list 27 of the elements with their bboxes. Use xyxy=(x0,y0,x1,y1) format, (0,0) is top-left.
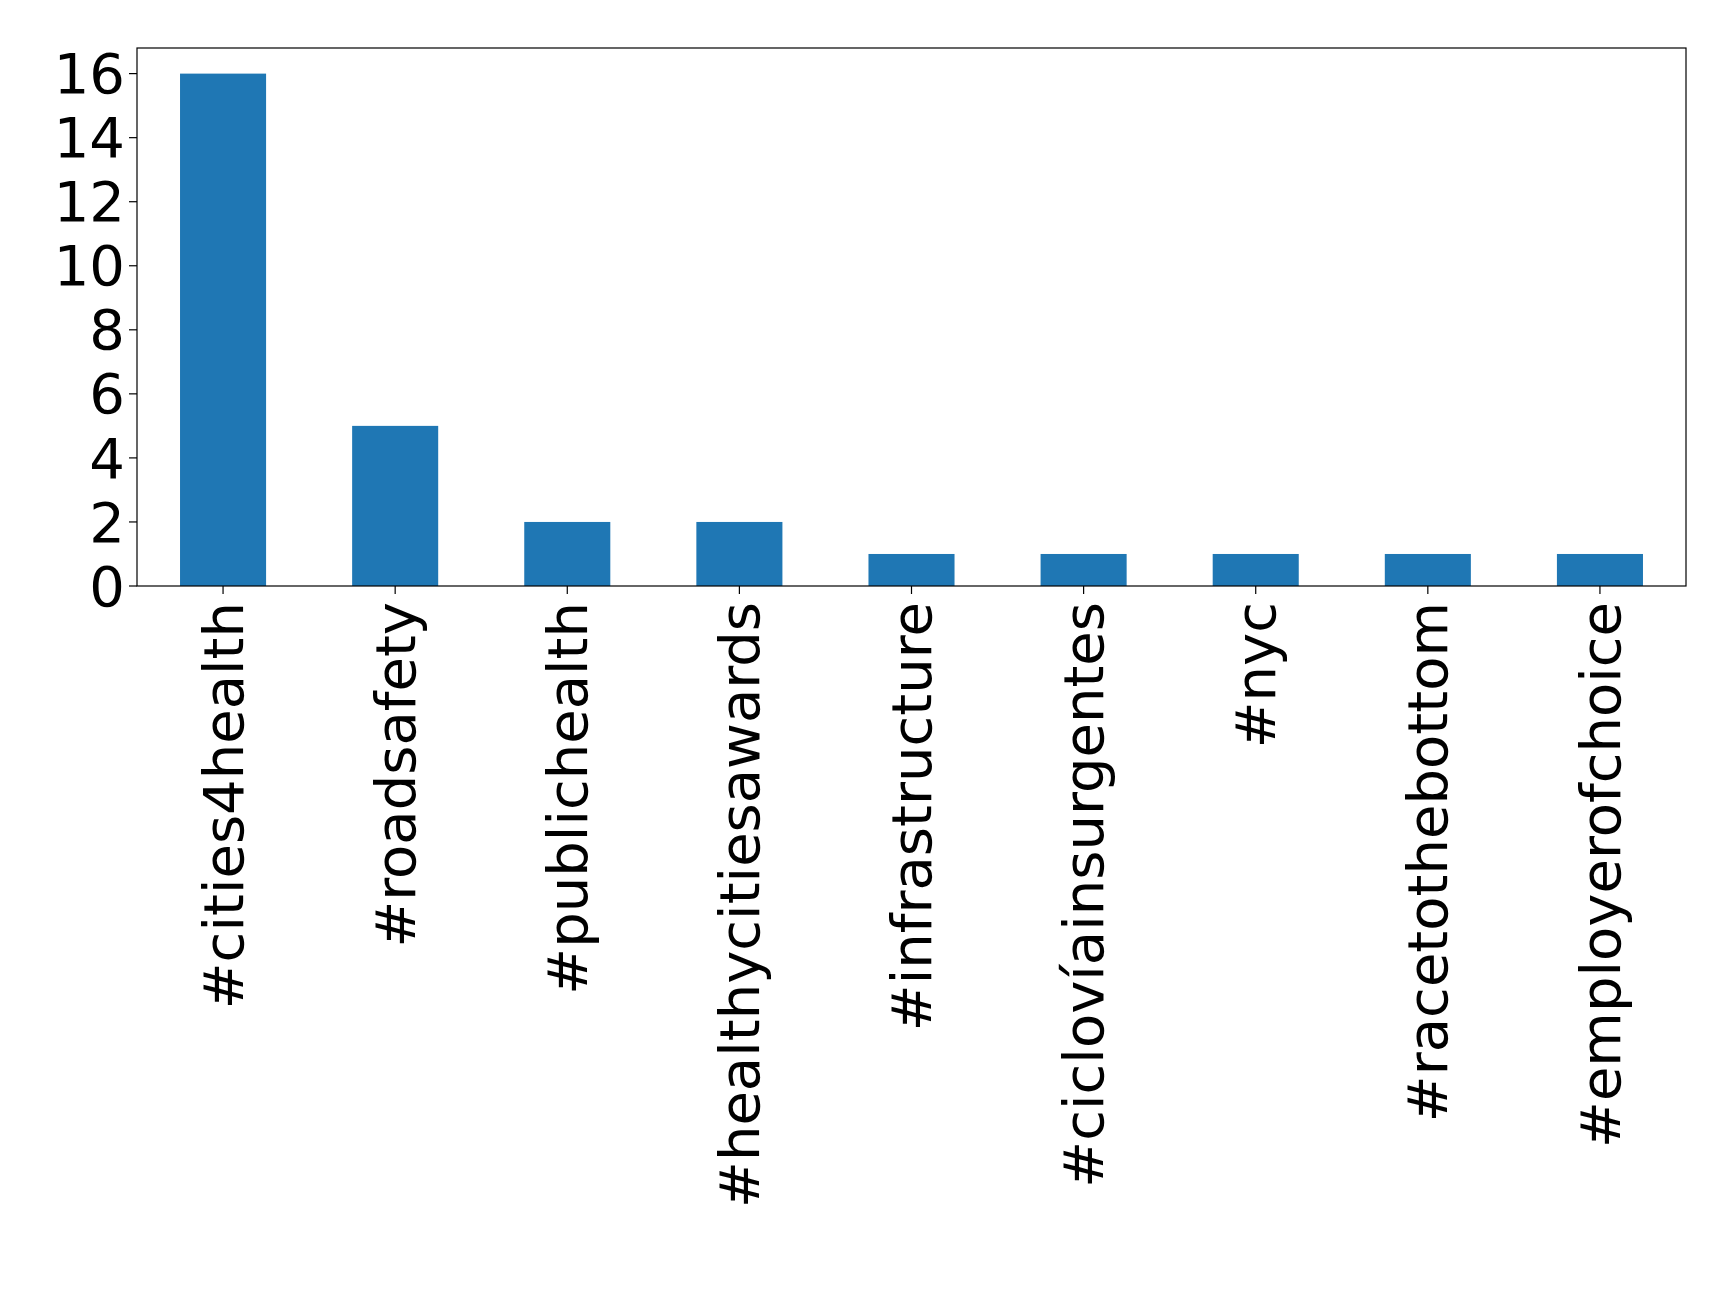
bar xyxy=(1384,553,1471,586)
bar xyxy=(352,425,439,586)
bar xyxy=(524,521,611,586)
y-tick-label: 2 xyxy=(89,489,125,555)
y-tick-label: 16 xyxy=(53,41,125,107)
y-tick-label: 8 xyxy=(89,297,125,363)
y-tick-label: 10 xyxy=(53,233,125,299)
bar xyxy=(1040,553,1127,586)
y-tick-label: 0 xyxy=(89,553,125,619)
x-tick-label: #healthycitiesawards xyxy=(706,602,772,1209)
bar xyxy=(868,553,955,586)
bar xyxy=(1556,553,1643,586)
bar xyxy=(1212,553,1299,586)
y-tick-label: 14 xyxy=(53,105,125,171)
bar xyxy=(180,73,267,586)
x-tick-label: #cities4health xyxy=(190,602,256,1010)
y-tick-label: 12 xyxy=(53,169,125,235)
x-tick-label: #publichealth xyxy=(534,602,600,995)
y-tick-label: 4 xyxy=(89,425,125,491)
x-tick-label: #racetothebottom xyxy=(1395,602,1461,1123)
x-tick-label: #roadsafety xyxy=(362,602,428,948)
x-tick-label: #ciclovíainsurgentes xyxy=(1051,602,1117,1188)
y-tick-label: 6 xyxy=(89,361,125,427)
bar xyxy=(696,521,783,586)
x-tick-label: #employerofchoice xyxy=(1567,602,1633,1148)
x-tick-label: #infrastructure xyxy=(879,602,945,1032)
x-tick-label: #nyc xyxy=(1223,602,1289,749)
